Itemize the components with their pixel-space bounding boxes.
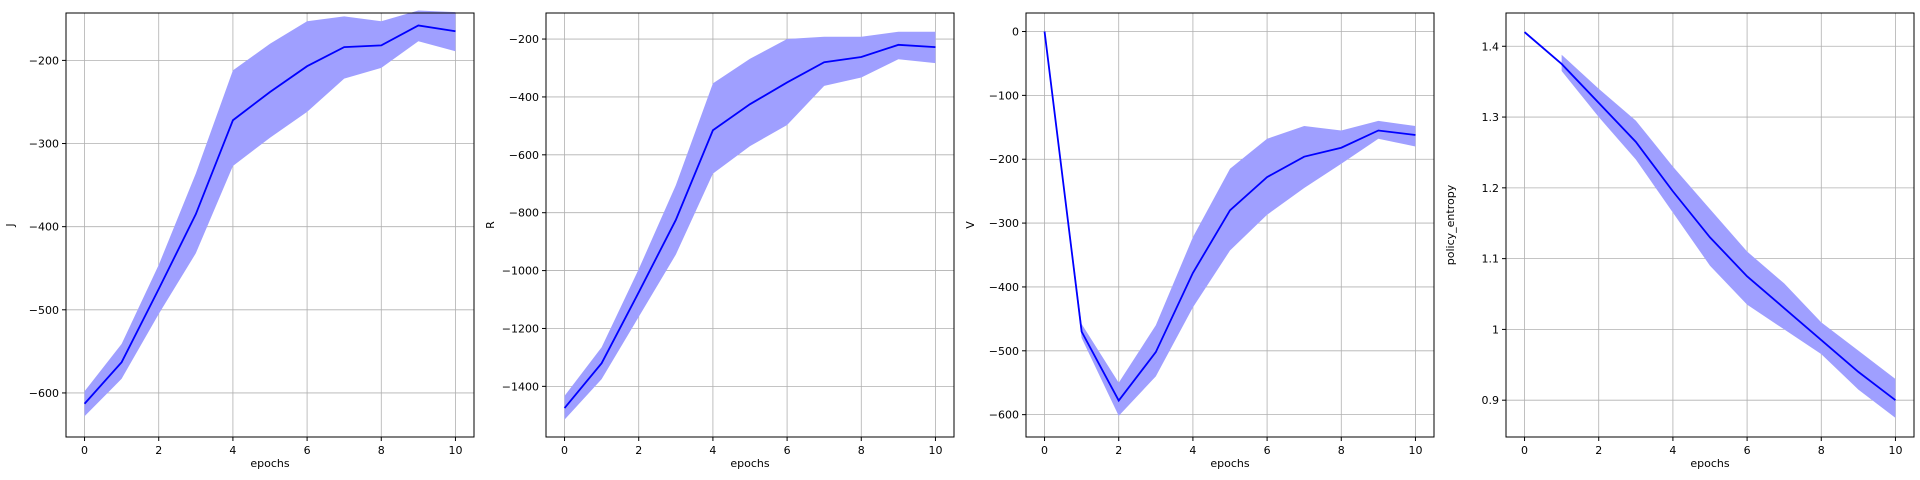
y-tick-label: −100 — [989, 89, 1019, 102]
x-tick-label: 6 — [1264, 444, 1271, 457]
y-axis-label: R — [484, 221, 497, 229]
chart-2: 0 2 4 6 8 10 −1400 −1200 −1000 −800 −600 −400 −200 ep… — [484, 12, 955, 470]
series-line — [1043, 31, 1416, 403]
x-tick-label: 10 — [1408, 444, 1422, 457]
confidence-band — [1561, 54, 1896, 418]
y-tick-label: −300 — [989, 217, 1019, 230]
y-tick-label: −800 — [509, 207, 539, 220]
chart-1: 0 2 4 6 8 10 −600 −500 −400 −300 −200 epochs J — [4, 10, 475, 470]
x-axis-label: epochs — [1210, 457, 1249, 470]
x-tick-label: 4 — [229, 444, 236, 457]
x-tick-label: 6 — [304, 444, 311, 457]
x-tick-label: 2 — [635, 444, 642, 457]
x-tick-label: 8 — [1338, 444, 1345, 457]
axes-frame — [1505, 12, 1915, 438]
confidence-band — [84, 10, 456, 417]
x-tick-label: 0 — [81, 444, 88, 457]
x-tick-label: 10 — [1888, 444, 1902, 457]
x-axis-label: epochs — [250, 457, 289, 470]
axes-frame — [1025, 12, 1435, 438]
y-tick-label: 1.4 — [1482, 40, 1500, 53]
y-tick-label: 0.9 — [1482, 394, 1500, 407]
confidence-band — [564, 31, 936, 420]
y-tick-label: −1200 — [502, 322, 539, 335]
x-tick-label: 4 — [709, 444, 716, 457]
x-tick-label: 10 — [928, 444, 942, 457]
y-tick-label: 1.3 — [1482, 111, 1500, 124]
x-axis-label: epochs — [1690, 457, 1729, 470]
y-tick-label: −400 — [509, 91, 539, 104]
x-tick-label: 8 — [378, 444, 385, 457]
y-axis-label: V — [964, 221, 977, 229]
y-tick-label: −500 — [989, 345, 1019, 358]
y-tick-label: −200 — [509, 33, 539, 46]
y-tick-label: −600 — [509, 149, 539, 162]
x-tick-label: 2 — [155, 444, 162, 457]
y-tick-label: 1.1 — [1482, 253, 1500, 266]
y-tick-label: −200 — [29, 54, 59, 67]
y-tick-label: 1 — [1492, 323, 1499, 336]
y-tick-label: −500 — [29, 304, 59, 317]
x-tick-label: 0 — [1041, 444, 1048, 457]
x-tick-label: 8 — [1818, 444, 1825, 457]
x-tick-label: 10 — [448, 444, 462, 457]
series-line — [1523, 31, 1896, 401]
x-axis-label: epochs — [730, 457, 769, 470]
x-tick-label: 8 — [858, 444, 865, 457]
y-axis-label: J — [4, 223, 17, 227]
x-tick-label: 0 — [1521, 444, 1528, 457]
y-tick-label: −300 — [29, 138, 59, 151]
y-tick-label: −600 — [29, 387, 59, 400]
y-tick-label: −200 — [989, 153, 1019, 166]
y-tick-label: 0 — [1012, 26, 1019, 39]
x-tick-label: 6 — [784, 444, 791, 457]
y-tick-label: −600 — [989, 409, 1019, 422]
y-tick-label: −1000 — [502, 265, 539, 278]
y-tick-label: −400 — [989, 281, 1019, 294]
chart-4: 0 2 4 6 8 10 0.9 1 1.1 1.2 1.3 1.4 epochs policy_entr… — [1444, 12, 1915, 470]
series-line — [563, 43, 936, 409]
confidence-band — [1044, 31, 1416, 416]
x-tick-label: 4 — [1669, 444, 1676, 457]
chart-3: 0 2 4 6 8 10 −600 −500 −400 −300 −200 −100 0 epochs V — [964, 12, 1435, 470]
x-tick-label: 4 — [1189, 444, 1196, 457]
axes-frame — [65, 12, 475, 438]
x-tick-label: 0 — [561, 444, 568, 457]
axes-frame — [545, 12, 955, 438]
y-axis-label: policy_entropy — [1444, 184, 1457, 265]
x-tick-label: 2 — [1595, 444, 1602, 457]
series-line — [83, 24, 456, 405]
y-tick-label: −400 — [29, 221, 59, 234]
y-tick-label: 1.2 — [1482, 182, 1500, 195]
x-tick-label: 6 — [1744, 444, 1751, 457]
x-tick-label: 2 — [1115, 444, 1122, 457]
y-tick-label: −1400 — [502, 380, 539, 393]
